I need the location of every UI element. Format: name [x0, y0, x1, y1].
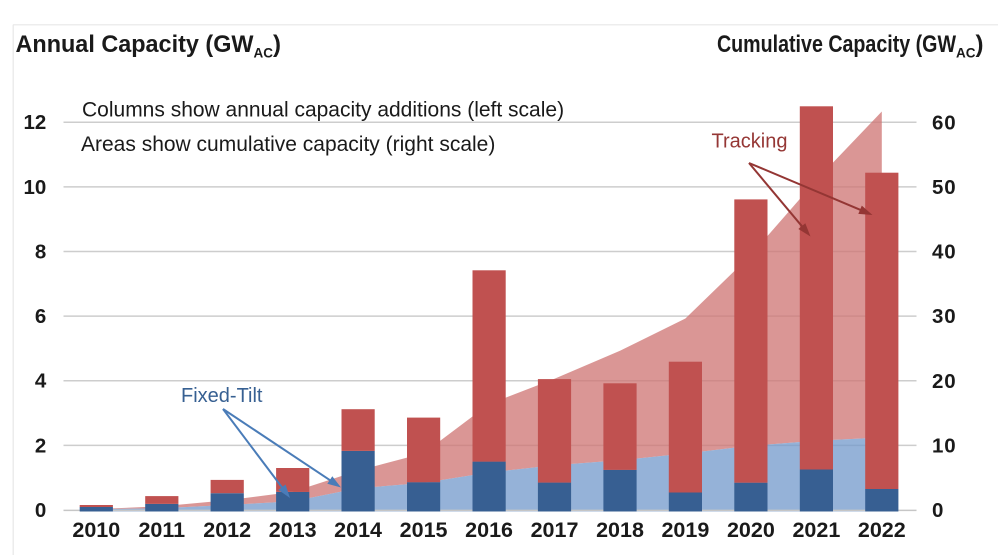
svg-text:Areas show cumulative capacity: Areas show cumulative capacity (right sc… — [81, 133, 495, 156]
svg-text:): ) — [976, 31, 984, 58]
svg-text:10: 10 — [23, 176, 46, 199]
svg-text:20: 20 — [932, 370, 956, 393]
svg-text:2015: 2015 — [400, 518, 448, 542]
svg-text:12: 12 — [23, 111, 46, 134]
svg-text:4: 4 — [35, 370, 47, 393]
svg-text:AC: AC — [254, 46, 274, 61]
svg-text:30: 30 — [932, 305, 956, 328]
svg-text:40: 40 — [932, 241, 956, 264]
svg-text:AC: AC — [956, 46, 976, 61]
svg-text:2017: 2017 — [531, 518, 579, 542]
svg-text:2021: 2021 — [792, 518, 840, 542]
svg-text:2010: 2010 — [72, 518, 120, 542]
svg-text:): ) — [273, 31, 281, 58]
svg-text:10: 10 — [932, 435, 956, 458]
svg-text:2012: 2012 — [203, 518, 251, 542]
svg-text:2022: 2022 — [858, 518, 906, 542]
svg-text:2014: 2014 — [334, 518, 382, 542]
svg-text:Tracking: Tracking — [712, 131, 788, 153]
svg-text:Fixed-Tilt: Fixed-Tilt — [181, 385, 263, 407]
svg-text:8: 8 — [35, 240, 46, 263]
svg-text:2: 2 — [35, 434, 46, 457]
svg-text:6: 6 — [35, 305, 46, 328]
svg-text:Cumulative Capacity (GW: Cumulative Capacity (GW — [717, 31, 956, 58]
svg-text:2020: 2020 — [727, 518, 775, 542]
svg-text:2011: 2011 — [138, 518, 185, 542]
svg-text:0: 0 — [932, 499, 944, 522]
svg-text:60: 60 — [932, 111, 956, 134]
svg-text:2019: 2019 — [661, 518, 709, 542]
svg-text:50: 50 — [932, 176, 956, 199]
svg-text:0: 0 — [35, 499, 46, 522]
svg-text:Annual Capacity (GW: Annual Capacity (GW — [16, 31, 254, 58]
svg-text:2016: 2016 — [465, 518, 513, 542]
svg-text:2013: 2013 — [269, 518, 317, 542]
svg-text:Columns show annual capacity a: Columns show annual capacity additions (… — [82, 99, 564, 122]
svg-text:2018: 2018 — [596, 518, 644, 542]
